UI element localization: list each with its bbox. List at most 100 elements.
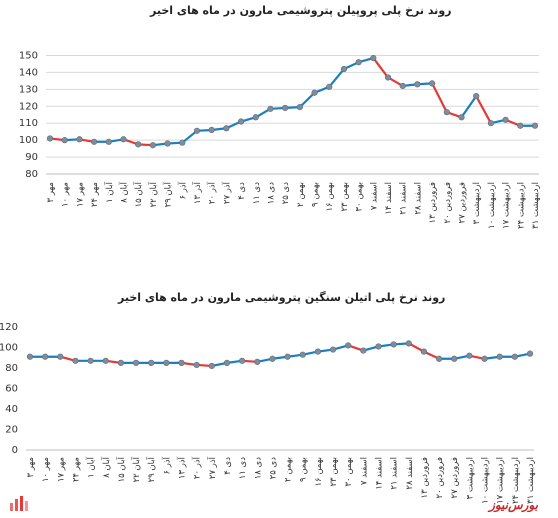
chart1-data-point — [296, 104, 303, 111]
chart1-xtick-label: ۲۷ فروردین — [458, 182, 468, 223]
chart1-data-point — [105, 138, 112, 145]
chart2-data-point — [345, 342, 352, 349]
chart1-data-point — [473, 93, 480, 100]
chart1-xtick-label: ۱۳ فروردین — [428, 182, 438, 223]
chart1-data-point — [252, 114, 259, 121]
chart2-data-point — [117, 359, 125, 366]
chart2-data-point — [435, 355, 443, 362]
chart1-xtick-label: ۲۷ آذر — [220, 181, 232, 204]
chart1-xtick-label: ۲۳ بهمن — [340, 182, 350, 212]
chart1-data-point — [164, 140, 171, 147]
chart1-ytick-label: 100 — [19, 135, 38, 146]
chart1-xtick-label: ۲۲ آبان — [147, 181, 159, 207]
chart1-xtick-label: ۳۱ اردیبهشت — [531, 182, 541, 229]
chart1-series-segment — [372, 56, 390, 79]
chart2-data-point — [314, 348, 321, 355]
chart2-xtick-label: ۲۱ اسفند — [390, 457, 400, 490]
chart1-xtick-label: ۱۶ بهمن — [325, 182, 335, 212]
chart2-xtick-label: ۲۸ اسفند — [405, 457, 415, 490]
chart2-data-point — [360, 347, 367, 354]
chart2-data-point — [223, 359, 231, 366]
chart2-xtick-label: ۲۴ مهر — [71, 457, 81, 482]
chart1-data-point — [384, 74, 392, 81]
chart1-data-point — [90, 138, 98, 145]
chart1-xtick-label: ۲۸ اسفند — [413, 182, 423, 215]
chart1-ytick-label: 80 — [25, 169, 38, 180]
chart1-xtick-label: ۱۰ مهر — [61, 182, 71, 207]
chart1-data-point — [282, 104, 289, 112]
chart1-xtick-label: ۳ اردیبهشت — [472, 182, 482, 224]
chart2-xtick-label: ۲۵ دی — [268, 457, 278, 479]
chart1-xtick-label: ۱۷ مهر — [75, 182, 85, 207]
chart1-xtick-label: ۲۴ اردیبهشت — [516, 182, 526, 229]
chart2-xtick-label: ۳۱ اردیبهشت — [526, 457, 536, 504]
chart1-data-point — [326, 83, 333, 90]
chart1-xtick-label: ۱۴ اسفند — [384, 182, 394, 215]
chart2-data-point — [451, 355, 458, 362]
chart2-xtick-label: ۱۳ آذر — [176, 456, 188, 479]
chart1-data-point — [61, 137, 68, 144]
chart2-xtick-label: ۱۷ مهر — [56, 457, 66, 482]
chart1-xtick-label: ۷ اسفند — [369, 182, 379, 210]
chart1-xtick-label: ۶ آذر — [176, 181, 188, 199]
chart2-xtick-label: ۱۸ دی — [253, 457, 263, 479]
chart2-data-point — [42, 353, 49, 360]
chart2-xtick-label: ۲۷ آذر — [206, 456, 218, 479]
chart2-xtick-label: ۱۱ دی — [238, 457, 248, 479]
chart1-ytick-label: 110 — [19, 118, 38, 129]
chart2-xtick-label: ۹ بهمن — [299, 457, 309, 482]
chart1-data-point — [311, 89, 318, 96]
chart2-data-point — [57, 353, 64, 360]
chart1-xtick-label: ۴ دی — [237, 182, 247, 200]
chart2-data-point — [132, 359, 140, 366]
chart2-data-point — [72, 357, 79, 364]
chart2-ytick-label: 60 — [5, 384, 18, 395]
chart1-data-point — [76, 136, 83, 143]
chart2-data-point — [208, 362, 215, 370]
chart1-xtick-label: ۲۹ آبان — [162, 181, 174, 207]
chart1-xtick-label: ۱۷ اردیبهشت — [502, 182, 512, 229]
chart2-xtick-label: ۷ اسفند — [359, 457, 369, 485]
chart1-xtick-label: ۳۰ بهمن — [355, 182, 365, 212]
chart2-xtick-label: ۱۷ اردیبهشت — [496, 457, 506, 504]
chart1-xtick-label: ۲۰ آذر — [206, 181, 218, 204]
chart1-data-point — [517, 122, 524, 129]
chart1-series-segment — [181, 129, 199, 144]
chart2-data-point — [163, 359, 170, 366]
chart2-data-point — [102, 357, 109, 364]
chart1-ytick-label: 130 — [19, 84, 38, 95]
chart1-series-segment — [328, 67, 346, 88]
chart2-xtick-label: ۲۲ آبان — [130, 456, 142, 482]
chart1-xtick-label: ۱۵ آبان — [132, 181, 144, 207]
chart2-ytick-label: 20 — [5, 425, 18, 436]
chart1-data-point — [149, 142, 156, 149]
chart2-xtick-label: ۲۷ فروردین — [450, 457, 460, 498]
chart1-ytick-label: 90 — [25, 152, 38, 163]
chart1-data-point — [458, 114, 465, 121]
chart2-data-point — [26, 353, 34, 360]
chart2-title: روند نرخ پلی اتیلن سنگین پتروشیمی مارون … — [118, 291, 446, 304]
chart2-xtick-label: ۳ اردیبهشت — [465, 457, 475, 499]
watermark-text: بورس‌نیوز — [489, 498, 538, 512]
chart2-data-point — [526, 350, 534, 357]
chart2-ytick-label: 100 — [0, 343, 18, 354]
chart2-xtick-label: ۲۳ بهمن — [329, 457, 339, 487]
chart1-xtick-label: ۱۱ دی — [252, 182, 262, 204]
chart2-xtick-label: ۳ مهر — [26, 457, 36, 477]
chart2-xtick-label: ۲۰ آذر — [191, 456, 203, 479]
chart1-series-segment — [460, 95, 478, 119]
chart1-data-point — [193, 127, 201, 134]
chart2-data-point — [148, 359, 155, 366]
chart2-xtick-label: ۴ دی — [223, 457, 233, 475]
chart1-data-point — [46, 135, 54, 142]
chart2-data-point — [299, 351, 306, 358]
brand-logo — [8, 494, 30, 512]
chart2-data-point — [269, 355, 276, 362]
chart2-ytick-label: 120 — [0, 322, 18, 333]
chart2-xtick-label: ۱ آبان — [85, 456, 97, 477]
chart2-xtick-label: ۱۶ بهمن — [314, 457, 324, 487]
chart2-data-point — [375, 343, 382, 350]
chart1-xtick-label: ۱۸ دی — [266, 182, 276, 204]
chart1-xtick-label: ۳ مهر — [46, 182, 56, 202]
chart1-xtick-label: ۲۴ مهر — [90, 182, 100, 207]
